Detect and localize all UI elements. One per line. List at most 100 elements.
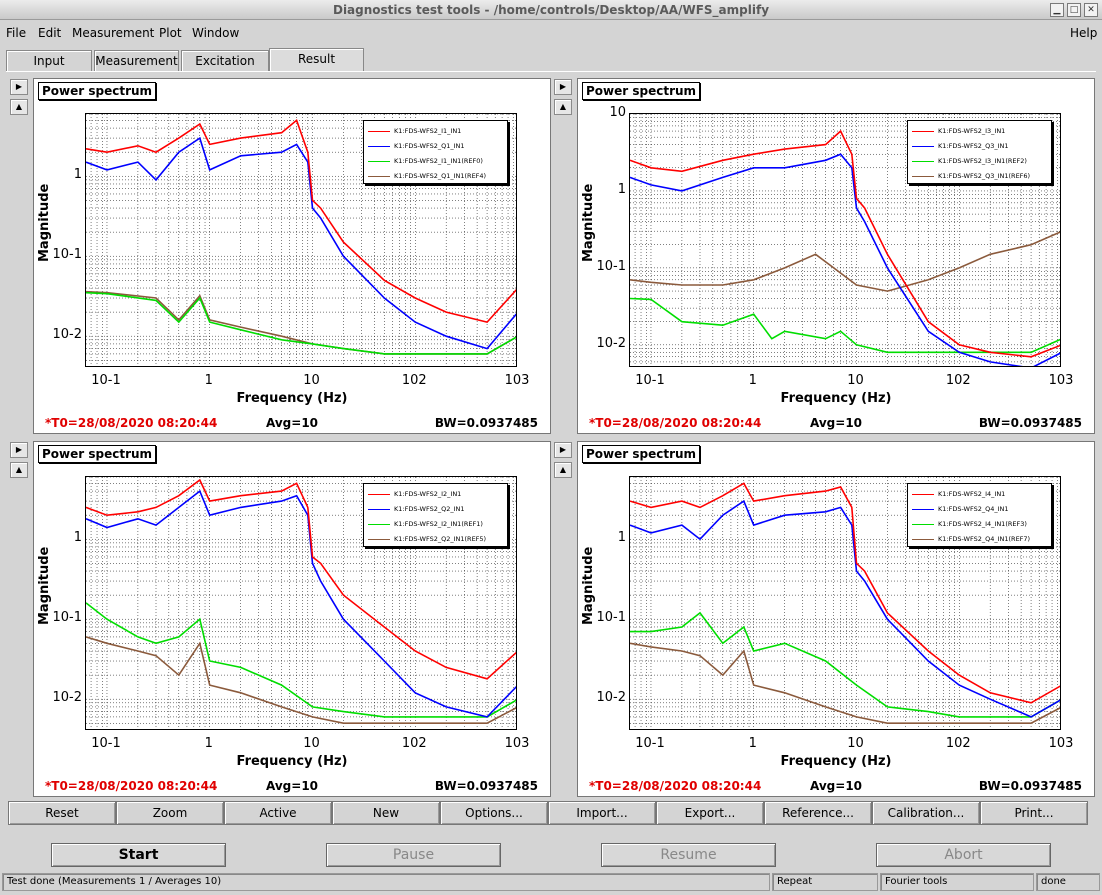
menu-measurement[interactable]: Measurement: [72, 26, 155, 40]
t0-label: *T0=28/08/2020 08:20:44: [589, 779, 762, 793]
legend-label: K1:FDS-WFS2_I3_IN1: [938, 127, 1006, 135]
menu-plot[interactable]: Plot: [159, 26, 182, 40]
legend-swatch: [368, 175, 390, 177]
legend-swatch: [912, 493, 934, 495]
window-title: Diagnostics test tools - /home/controls/…: [332, 3, 770, 17]
legend-label: K1:FDS-WFS2_Q3_IN1: [938, 142, 1009, 150]
active-button[interactable]: Active: [224, 801, 332, 825]
export-button[interactable]: Export...: [656, 801, 764, 825]
tab-result[interactable]: Result: [269, 48, 364, 72]
y-tick-label: 1: [617, 181, 626, 197]
pause-button[interactable]: Pause: [326, 843, 501, 867]
menu-edit[interactable]: Edit: [38, 26, 62, 40]
calibration-button[interactable]: Calibration...: [872, 801, 980, 825]
tab-input[interactable]: Input: [6, 50, 92, 71]
tab-measurement[interactable]: Measurement: [94, 50, 179, 71]
reset-button[interactable]: Reset: [8, 801, 116, 825]
legend-entry: K1:FDS-WFS2_Q4_IN1(REF7): [912, 532, 1052, 546]
pad3-next-arrow-icon[interactable]: ▶: [10, 442, 28, 458]
x-axis-label: Frequency (Hz): [236, 391, 348, 406]
legend-entry: K1:FDS-WFS2_I3_IN1: [912, 124, 1052, 138]
legend-swatch: [368, 508, 390, 510]
new-button[interactable]: New: [332, 801, 440, 825]
bw-label: BW=0.0937485: [434, 416, 538, 430]
resume-button[interactable]: Resume: [601, 843, 776, 867]
x-axis-label: Frequency (Hz): [780, 754, 892, 769]
menu-window[interactable]: Window: [192, 26, 240, 40]
x-tick-label: 10: [303, 373, 320, 388]
plot-area[interactable]: K1:FDS-WFS2_I4_IN1 K1:FDS-WFS2_Q4_IN1 K1:F…: [629, 476, 1061, 730]
y-tick-label: 10-1: [52, 247, 82, 263]
pad4-up-arrow-icon[interactable]: ▲: [554, 462, 572, 478]
print-button[interactable]: Print...: [980, 801, 1088, 825]
pad1-next-arrow-icon[interactable]: ▶: [10, 79, 28, 95]
y-tick-label: 10-2: [52, 690, 82, 706]
pad1-up-arrow-icon[interactable]: ▲: [10, 99, 28, 115]
zoom-button[interactable]: Zoom: [116, 801, 224, 825]
x-tick-label: 102: [401, 736, 427, 751]
bw-label: BW=0.0937485: [978, 779, 1082, 793]
spectrum-panel-1[interactable]: Power spectrum K1:FDS-WFS2_I1_IN1 K1:FDS-W…: [33, 78, 551, 434]
legend-swatch: [912, 508, 934, 510]
y-tick-label: 10-1: [596, 610, 626, 626]
x-tick-label: 1: [748, 736, 757, 751]
menu-help[interactable]: Help: [1070, 26, 1098, 40]
pad2-next-arrow-icon[interactable]: ▶: [554, 79, 572, 95]
tab-excitation[interactable]: Excitation: [181, 50, 269, 71]
close-icon[interactable]: ✕: [1084, 3, 1098, 17]
plot-area[interactable]: K1:FDS-WFS2_I2_IN1 K1:FDS-WFS2_Q2_IN1 K1:F…: [85, 476, 517, 730]
result-area: ▶ ▲ ▶ ▲ ▶ ▲ ▶ ▲ Power spectrum K1:FDS-WFS…: [6, 71, 1096, 829]
legend-swatch: [368, 145, 390, 147]
start-button[interactable]: Start: [51, 843, 226, 867]
maximize-icon[interactable]: □: [1067, 3, 1081, 17]
x-axis-label: Frequency (Hz): [780, 391, 892, 406]
plot-area[interactable]: K1:FDS-WFS2_I3_IN1 K1:FDS-WFS2_Q3_IN1 K1:F…: [629, 113, 1061, 367]
legend-swatch: [368, 538, 390, 540]
pad2-up-arrow-icon[interactable]: ▲: [554, 99, 572, 115]
legend-label: K1:FDS-WFS2_Q2_IN1(REF5): [394, 535, 487, 543]
legend-entry: K1:FDS-WFS2_Q4_IN1: [912, 502, 1052, 516]
y-tick-label: 1: [73, 530, 82, 546]
import-button[interactable]: Import...: [548, 801, 656, 825]
menubar: File Edit Measurement Plot Window Help: [0, 22, 1102, 44]
x-tick-label: 103: [1048, 736, 1074, 751]
x-tick-label: 1: [204, 373, 213, 388]
legend-entry: K1:FDS-WFS2_Q2_IN1(REF5): [368, 532, 508, 546]
pad4-next-arrow-icon[interactable]: ▶: [554, 442, 572, 458]
plot-area[interactable]: K1:FDS-WFS2_I1_IN1 K1:FDS-WFS2_Q1_IN1 K1:F…: [85, 113, 517, 367]
legend-label: K1:FDS-WFS2_I3_IN1(REF2): [938, 157, 1027, 165]
spectrum-svg: [86, 477, 516, 729]
abort-button[interactable]: Abort: [876, 843, 1051, 867]
status-state: done: [1036, 873, 1100, 891]
spectrum-panel-4[interactable]: Power spectrum K1:FDS-WFS2_I4_IN1 K1:FDS-W…: [577, 441, 1095, 797]
menu-file[interactable]: File: [6, 26, 27, 40]
status-mode: Repeat: [772, 873, 878, 891]
spectrum-panel-3[interactable]: Power spectrum K1:FDS-WFS2_I2_IN1 K1:FDS-W…: [33, 441, 551, 797]
legend-entry: K1:FDS-WFS2_Q1_IN1: [368, 139, 508, 153]
pad3-up-arrow-icon[interactable]: ▲: [10, 462, 28, 478]
series-line-4: [86, 636, 516, 724]
x-tick-label: 102: [945, 736, 971, 751]
y-tick-label: 10-2: [596, 335, 626, 351]
series-line-1: [630, 482, 1060, 704]
y-tick-label: 10-1: [596, 258, 626, 274]
options-button[interactable]: Options...: [440, 801, 548, 825]
y-tick-label: 1: [73, 167, 82, 183]
legend-swatch: [912, 523, 934, 525]
legend-label: K1:FDS-WFS2_Q1_IN1: [394, 142, 465, 150]
legend-label: K1:FDS-WFS2_I1_IN1: [394, 127, 462, 135]
x-tick-label: 103: [504, 736, 530, 751]
legend-entry: K1:FDS-WFS2_Q2_IN1: [368, 502, 508, 516]
status-tool: Fourier tools: [880, 873, 1034, 891]
spectrum-panel-2[interactable]: Power spectrum K1:FDS-WFS2_I3_IN1 K1:FDS-W…: [577, 78, 1095, 434]
y-tick-label: 10-2: [52, 327, 82, 343]
series-line-2: [86, 136, 516, 350]
minimize-icon[interactable]: ▁: [1050, 3, 1064, 17]
t0-label: *T0=28/08/2020 08:20:44: [589, 416, 762, 430]
reference-button[interactable]: Reference...: [764, 801, 872, 825]
avg-label: Avg=10: [266, 416, 319, 430]
y-tick-label: 10-2: [596, 690, 626, 706]
legend-entry: K1:FDS-WFS2_I4_IN1: [912, 487, 1052, 501]
series-line-2: [86, 489, 516, 718]
legend-label: K1:FDS-WFS2_Q3_IN1(REF6): [938, 172, 1031, 180]
